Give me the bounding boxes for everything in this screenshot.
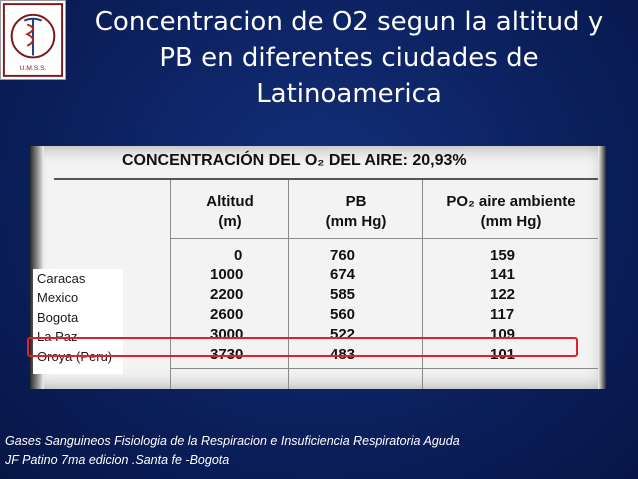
header-rule — [54, 178, 598, 180]
table-bottom-rule — [170, 368, 598, 369]
header-pb-line2: (mm Hg) — [325, 213, 387, 230]
svg-text:U.M.S.S.: U.M.S.S. — [19, 65, 46, 72]
cell-po2: 122 — [490, 286, 516, 303]
cell-altitud: 3730 — [210, 346, 244, 363]
cell-pb: 585 — [330, 286, 356, 303]
reference-line-1: Gases Sanguineos Fisiologia de la Respir… — [5, 434, 460, 448]
cell-pb: 560 — [330, 306, 356, 323]
la-paz-highlight — [27, 337, 578, 357]
table-title: CONCENTRACIÓN DEL O₂ DEL AIRE: 20,93% — [122, 152, 467, 169]
cell-altitud: 0 — [234, 247, 243, 264]
cell-pb: 483 — [330, 346, 356, 363]
cell-altitud: 1000 — [210, 266, 244, 283]
title-line-2: PB en diferentes ciudades de — [159, 43, 539, 73]
reference-line-2: JF Patino 7ma edicion .Santa fe -Bogota — [5, 453, 230, 467]
cell-pb: 674 — [330, 266, 356, 283]
cell-altitud: 2200 — [210, 286, 244, 303]
city-labels-box: Caracas Mexico Bogota La Paz Oroya (Peru… — [33, 269, 123, 374]
city-label: Caracas — [37, 271, 86, 286]
header-pb-line1: PB — [345, 193, 367, 210]
header-altitud-line2: (m) — [218, 213, 242, 230]
column-divider — [288, 180, 289, 389]
title-line-3: Latinoamerica — [256, 79, 442, 109]
header-po2-line1: PO₂ aire ambiente — [446, 193, 576, 210]
cell-pb: 760 — [330, 247, 356, 264]
title-line-1: Concentracion de O2 segun la altitud y — [94, 7, 604, 37]
header-po2-line2: (mm Hg) — [480, 213, 542, 230]
city-label: La Paz — [37, 329, 78, 344]
cell-po2: 101 — [490, 346, 516, 363]
header-altitud-line1: Altitud — [206, 193, 254, 210]
header-pb: PB (mm Hg) — [296, 192, 416, 232]
column-divider — [422, 180, 423, 389]
table-reflection: Oroya (Peru) 3730 483 101 — [30, 392, 606, 432]
cell-po2: 159 — [490, 247, 516, 264]
city-label: Bogota — [37, 310, 79, 325]
caduceus-seal-icon: U.M.S.S. — [2, 3, 64, 77]
header-po2: PO₂ aire ambiente (mm Hg) — [428, 192, 594, 232]
column-divider — [170, 180, 171, 389]
city-label: Mexico — [37, 290, 79, 305]
photo-edge-right — [598, 146, 606, 389]
slide-title: Concentracion de O2 segun la altitud y P… — [60, 4, 638, 112]
cell-altitud: 2600 — [210, 306, 244, 323]
header-bottom-rule — [170, 238, 598, 239]
faculty-logo: U.M.S.S. — [0, 0, 66, 80]
header-altitud: Altitud (m) — [180, 192, 280, 232]
cell-po2: 141 — [490, 266, 516, 283]
cell-po2: 117 — [490, 306, 515, 323]
